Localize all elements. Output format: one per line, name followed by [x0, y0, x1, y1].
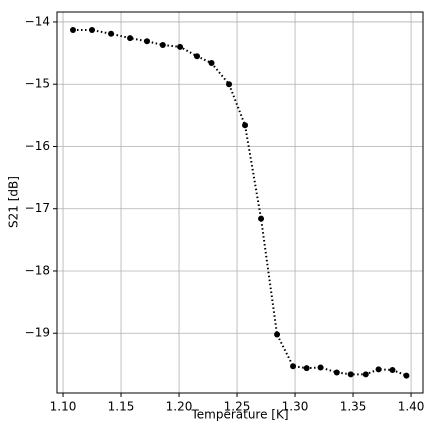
data-point [177, 43, 184, 50]
y-tick-label: −14 [25, 14, 50, 28]
x-tick-label: 1.20 [166, 400, 193, 414]
x-tick-label: 1.15 [108, 400, 135, 414]
data-point [290, 363, 297, 370]
data-point [144, 38, 151, 45]
data-point [208, 60, 215, 67]
data-point [70, 27, 77, 34]
data-point [347, 371, 354, 378]
data-point [274, 331, 281, 338]
data-point [226, 81, 233, 88]
x-axis-label: Temperature [K] [190, 408, 288, 422]
data-point [362, 371, 369, 378]
data-point [389, 366, 396, 373]
data-point [403, 372, 410, 379]
x-tick-label: 1.35 [340, 400, 367, 414]
data-point [317, 364, 324, 371]
data-point [108, 30, 115, 37]
plot-frame [56, 11, 424, 394]
y-tick-label: −15 [25, 77, 50, 91]
y-tick-label: −19 [25, 326, 50, 340]
x-tick-label: 1.40 [398, 400, 425, 414]
data-point [159, 41, 166, 48]
y-tick-label: −17 [25, 201, 50, 215]
x-tick-label: 1.30 [282, 400, 309, 414]
data-point [333, 369, 340, 376]
x-tick-label: 1.10 [50, 400, 77, 414]
data-point [127, 35, 134, 42]
x-tick-label: 1.25 [224, 400, 251, 414]
y-axis-label: S21 [dB] [7, 176, 21, 228]
data-point [89, 27, 96, 34]
data-point [258, 215, 265, 222]
data-point [194, 53, 201, 60]
data-point [303, 365, 310, 372]
y-tick-label: −18 [25, 263, 50, 277]
series-line [73, 29, 407, 377]
data-point [375, 366, 382, 373]
y-tick-label: −16 [25, 139, 50, 153]
data-point [242, 122, 249, 129]
